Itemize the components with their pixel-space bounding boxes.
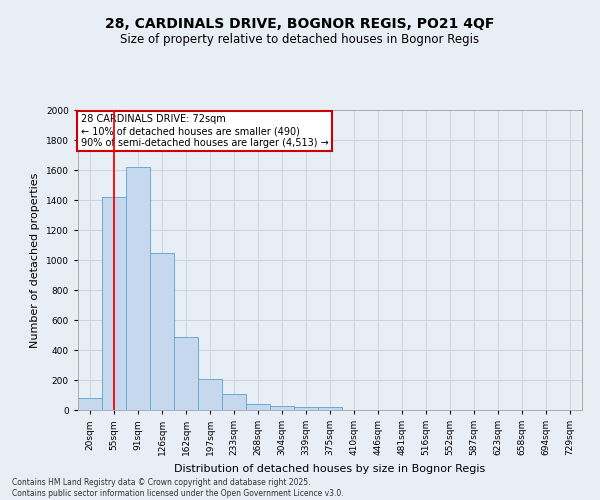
Text: Contains HM Land Registry data © Crown copyright and database right 2025.
Contai: Contains HM Land Registry data © Crown c… — [12, 478, 344, 498]
Bar — [78, 398, 102, 410]
Bar — [270, 406, 294, 410]
Bar — [318, 407, 342, 410]
Bar — [294, 407, 318, 410]
X-axis label: Distribution of detached houses by size in Bognor Regis: Distribution of detached houses by size … — [175, 464, 485, 473]
Bar — [246, 404, 270, 410]
Text: 28 CARDINALS DRIVE: 72sqm
← 10% of detached houses are smaller (490)
90% of semi: 28 CARDINALS DRIVE: 72sqm ← 10% of detac… — [80, 114, 328, 148]
Y-axis label: Number of detached properties: Number of detached properties — [31, 172, 40, 348]
Text: 28, CARDINALS DRIVE, BOGNOR REGIS, PO21 4QF: 28, CARDINALS DRIVE, BOGNOR REGIS, PO21 … — [106, 18, 494, 32]
Bar — [150, 252, 174, 410]
Text: Size of property relative to detached houses in Bognor Regis: Size of property relative to detached ho… — [121, 32, 479, 46]
Bar — [126, 167, 150, 410]
Bar — [198, 379, 222, 410]
Bar — [102, 197, 126, 410]
Bar — [174, 336, 198, 410]
Bar — [222, 394, 246, 410]
